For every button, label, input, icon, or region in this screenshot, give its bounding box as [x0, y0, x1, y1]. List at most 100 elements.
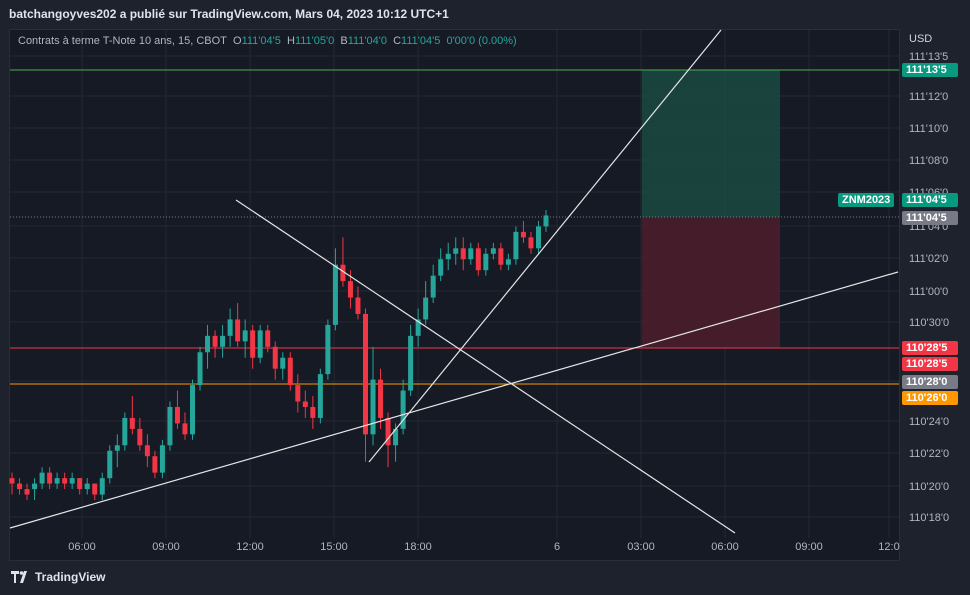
tradingview-logo-icon	[11, 571, 27, 583]
open-value: 111'04'5	[241, 35, 281, 47]
y-tick-label: 111'00'0	[909, 286, 948, 298]
candle-body	[47, 472, 53, 484]
candle-body	[528, 237, 534, 249]
price-tag: 110'28'0	[902, 375, 958, 389]
candle-body	[445, 253, 451, 260]
candle-body	[32, 483, 38, 490]
candle-body	[295, 385, 301, 402]
price-tag: 110'26'0	[902, 391, 958, 405]
x-tick-label: 03:00	[627, 541, 655, 553]
candle-body	[310, 406, 316, 418]
y-tick-label: 111'02'0	[909, 253, 948, 265]
low-value: 111'04'0	[347, 35, 387, 47]
steep-trendline	[368, 29, 722, 463]
candle-body	[423, 297, 429, 320]
candle-body	[257, 330, 263, 358]
price-tag: 110'28'5	[902, 357, 958, 371]
candle-body	[520, 231, 526, 238]
candle-body	[535, 226, 541, 249]
stop-zone	[642, 217, 780, 348]
candle-body	[438, 259, 444, 276]
change-value: 0'00'0 (0.00%)	[446, 35, 517, 47]
x-tick-label: 18:00	[404, 541, 432, 553]
candle-body	[235, 319, 241, 342]
candle-body	[99, 478, 105, 495]
instrument-name: Contrats à terme T-Note 10 ans, 15, CBOT	[18, 35, 227, 47]
x-tick-label: 6	[554, 541, 560, 553]
candle-body	[62, 478, 68, 484]
candle-body	[505, 259, 511, 265]
candle-body	[107, 450, 113, 479]
candle-body	[430, 275, 436, 298]
candle-body	[212, 335, 218, 347]
header-bar	[0, 0, 970, 28]
high-label: H	[286, 35, 295, 47]
x-tick-label: 12:00	[236, 541, 264, 553]
price-tag: 111'04'5	[902, 193, 958, 207]
x-tick-label: 09:00	[152, 541, 180, 553]
candle-body	[370, 379, 376, 435]
price-tag: 110'28'5	[902, 341, 958, 355]
y-tick-label: 110'24'0	[909, 416, 949, 428]
tradingview-logo[interactable]: TradingView	[11, 570, 105, 584]
candle-body	[408, 335, 414, 391]
candle-body	[490, 248, 496, 254]
candle-body	[182, 423, 188, 435]
candle-body	[340, 264, 346, 282]
high-value: 111'05'0	[294, 35, 335, 47]
footer-bar	[0, 561, 970, 595]
candle-body	[24, 489, 30, 495]
candle-body	[468, 248, 474, 260]
y-tick-label: 110'20'0	[909, 481, 949, 493]
symbol-tag: ZNM2023	[838, 193, 895, 207]
candle-body	[250, 330, 256, 358]
candle-body	[129, 417, 135, 429]
candle-body	[483, 253, 489, 271]
candle-body	[498, 248, 504, 265]
candle-body	[197, 352, 203, 386]
y-tick-label: 110'18'0	[909, 512, 949, 524]
candle-body	[362, 313, 368, 435]
y-tick-label: 111'13'5	[909, 51, 948, 63]
candle-body	[190, 385, 196, 435]
candle-body	[302, 401, 308, 407]
x-tick-label: 15:00	[320, 541, 348, 553]
candle-body	[122, 417, 128, 446]
close-value: 111'04'5	[401, 35, 441, 47]
y-tick-label: 110'22'0	[909, 448, 949, 460]
price-tag: 111'04'5	[902, 211, 958, 225]
candle-body	[69, 478, 75, 484]
candle-body	[114, 445, 120, 451]
candle-body	[378, 379, 384, 418]
falling-trendline	[235, 199, 736, 534]
candle-body	[220, 335, 226, 347]
candle-body	[272, 346, 278, 369]
close-label: C	[393, 35, 402, 47]
candle-body	[400, 390, 406, 429]
x-tick-label: 09:00	[795, 541, 823, 553]
target-zone	[642, 70, 780, 217]
candle-body	[152, 456, 158, 473]
legend: Contrats à terme T-Note 10 ans, 15, CBOT…	[18, 35, 517, 47]
candle-body	[347, 281, 353, 298]
candle-body	[280, 357, 286, 369]
candle-body	[475, 248, 481, 271]
candle-body	[167, 406, 173, 446]
candle-body	[17, 483, 23, 490]
candle-body	[415, 319, 421, 336]
candle-body	[144, 445, 150, 457]
candle-body	[205, 335, 211, 353]
x-tick-label: 06:00	[68, 541, 96, 553]
candle-body	[317, 374, 323, 418]
currency-label: USD	[909, 33, 933, 45]
candle-body	[393, 428, 399, 446]
candle-body	[325, 324, 331, 375]
y-tick-label: 110'30'0	[909, 317, 949, 329]
y-tick-label: 111'12'0	[909, 91, 948, 103]
candle-body	[355, 297, 361, 314]
candle-body	[54, 478, 60, 484]
publisher-line: batchangoyves202 a publié sur TradingVie…	[9, 7, 449, 21]
candle-body	[332, 264, 338, 325]
candle-body	[385, 417, 391, 446]
